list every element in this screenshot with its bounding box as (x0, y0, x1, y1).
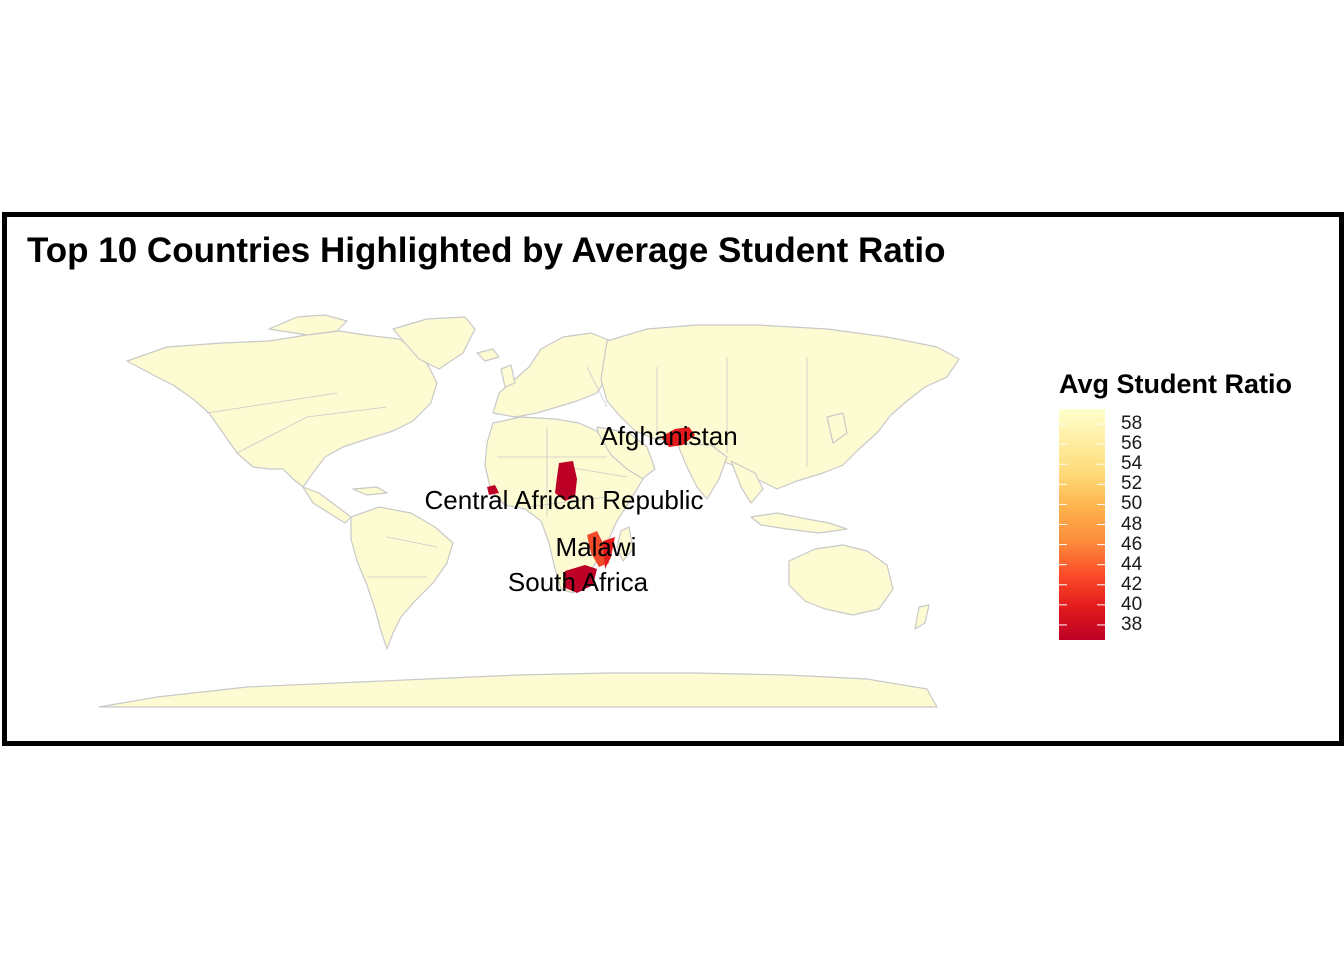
highlighted-countries (487, 427, 695, 593)
indonesia (750, 512, 848, 534)
legend-tick-label: 56 (1121, 433, 1143, 455)
highlight-afghanistan (661, 427, 695, 447)
british-isles (500, 364, 516, 388)
country-borders (206, 357, 808, 578)
map-panel: Top 10 Countries Highlighted by Average … (2, 212, 1344, 746)
legend-tick-label: 50 (1121, 493, 1143, 515)
legend-title: Avg Student Ratio (1059, 369, 1292, 399)
legend-tick-label: 44 (1121, 553, 1143, 575)
legend-tick-label: 40 (1121, 593, 1143, 615)
world-map: Afghanistan Central African Republic Mal… (98, 314, 960, 708)
map-title: Top 10 Countries Highlighted by Average … (27, 231, 946, 270)
iceland (476, 348, 500, 362)
new-zealand (914, 604, 930, 630)
asia (600, 324, 960, 490)
highlight-guinea (487, 485, 499, 495)
madagascar (616, 526, 634, 562)
country-labels: Afghanistan Central African Republic Mal… (425, 421, 738, 597)
land-layer (98, 314, 960, 708)
australia (788, 544, 894, 616)
caribbean (352, 486, 388, 496)
india (676, 442, 728, 500)
label-afghanistan: Afghanistan (600, 421, 737, 451)
antarctica (98, 672, 938, 708)
legend-tick-label: 58 (1121, 413, 1143, 435)
southeast-asia (730, 460, 764, 504)
legend-colorbar (1059, 409, 1105, 640)
greenland (392, 316, 476, 370)
philippines-japan (826, 412, 848, 444)
south-america (350, 506, 454, 650)
border-lines (206, 357, 808, 578)
highlight-south-africa (563, 565, 597, 593)
legend-tick-label: 38 (1121, 613, 1143, 635)
label-central-african-republic: Central African Republic (425, 485, 704, 515)
label-south-africa: South Africa (508, 567, 649, 597)
label-malawi: Malawi (556, 532, 637, 562)
highlight-chad (555, 461, 577, 501)
legend-tick-label: 42 (1121, 573, 1143, 595)
legend-tick-label: 54 (1121, 453, 1143, 475)
highlight-mozambique (603, 537, 615, 569)
arctic-islands (268, 314, 348, 336)
legend-tick-label: 46 (1121, 533, 1143, 555)
legend-tick-label: 52 (1121, 473, 1143, 495)
central-america (302, 486, 352, 524)
legend-tick-label: 48 (1121, 513, 1143, 535)
north-america (126, 330, 438, 488)
highlight-malawi (587, 531, 609, 567)
